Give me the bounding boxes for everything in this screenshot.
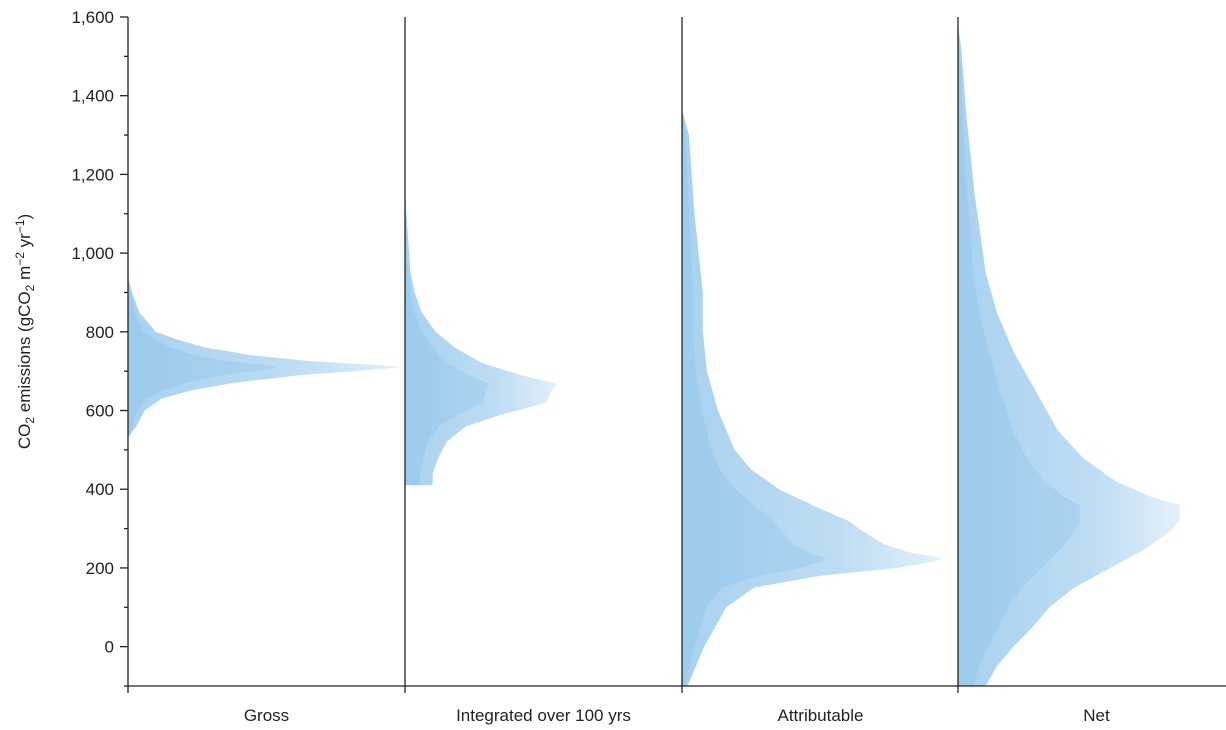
category-labels: Gross Integrated over 100 yrs Attributable… xyxy=(244,706,1110,725)
distribution-area xyxy=(128,276,403,439)
y-ticks: 0 200 400 600 800 1,000 1,200 1,400 1,600 xyxy=(71,8,128,687)
distribution-fills xyxy=(128,24,1180,686)
category-label: Attributable xyxy=(778,706,864,725)
y-tick-label: 1,600 xyxy=(71,8,114,27)
distribution-core xyxy=(405,190,489,486)
distribution-core xyxy=(958,24,1080,686)
distribution-area xyxy=(958,24,1180,686)
category-label: Gross xyxy=(244,706,289,725)
y-tick-label: 200 xyxy=(86,559,114,578)
category-label: Net xyxy=(1083,706,1110,725)
distribution-4 xyxy=(958,24,1180,686)
distribution-core xyxy=(682,109,826,686)
y-tick-label: 1,000 xyxy=(71,244,114,263)
y-tick-label: 800 xyxy=(86,323,114,342)
y-tick-label: 600 xyxy=(86,402,114,421)
y-tick-label: 0 xyxy=(105,638,114,657)
distribution-area xyxy=(682,109,943,686)
distribution-core xyxy=(128,276,279,439)
axes xyxy=(127,17,1226,693)
distribution-3 xyxy=(682,109,943,686)
y-tick-label: 1,200 xyxy=(71,165,114,184)
distribution-area xyxy=(405,190,558,486)
category-label: Integrated over 100 yrs xyxy=(456,706,631,725)
y-axis-title: CO2 emissions (gCO2 m−2 yr−1) xyxy=(13,214,37,449)
y-tick-label: 1,400 xyxy=(71,87,114,106)
distribution-2 xyxy=(405,190,558,486)
distribution-1 xyxy=(128,276,403,439)
y-tick-label: 400 xyxy=(86,480,114,499)
